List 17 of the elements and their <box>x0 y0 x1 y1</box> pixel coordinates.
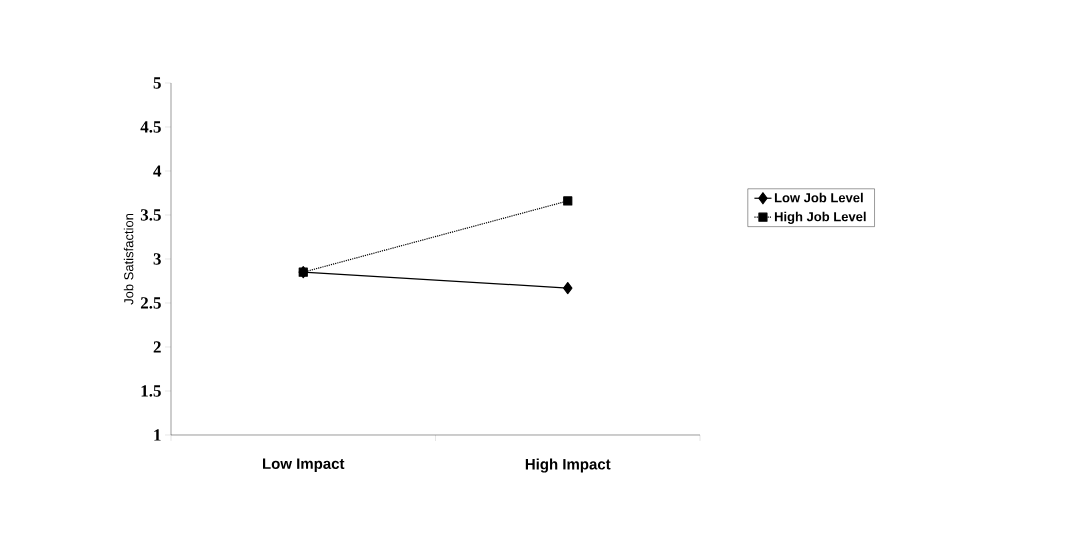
point <box>298 267 308 277</box>
legend-label: Low Job Level <box>774 192 863 203</box>
y-axis-title: Job Satisfaction <box>123 213 134 305</box>
y-tick-label: 2 <box>153 341 161 353</box>
y-tick-label: 5 <box>153 77 161 89</box>
y-tick-label: 4.5 <box>140 121 161 133</box>
legend-label: High Job Level <box>774 211 866 224</box>
y-tick-label: 4 <box>153 165 162 177</box>
y-tick-label: 3 <box>153 253 161 265</box>
x-tick-label: High Impact <box>525 458 611 473</box>
x-tick-label: Low Impact <box>263 458 345 472</box>
point <box>563 281 573 295</box>
y-tick-label: 3.5 <box>140 209 161 221</box>
y-tick-label: 1 <box>154 429 161 441</box>
y-tick-label: 1.5 <box>141 385 161 397</box>
point <box>563 196 573 206</box>
y-tick-label: 2.5 <box>140 297 161 309</box>
